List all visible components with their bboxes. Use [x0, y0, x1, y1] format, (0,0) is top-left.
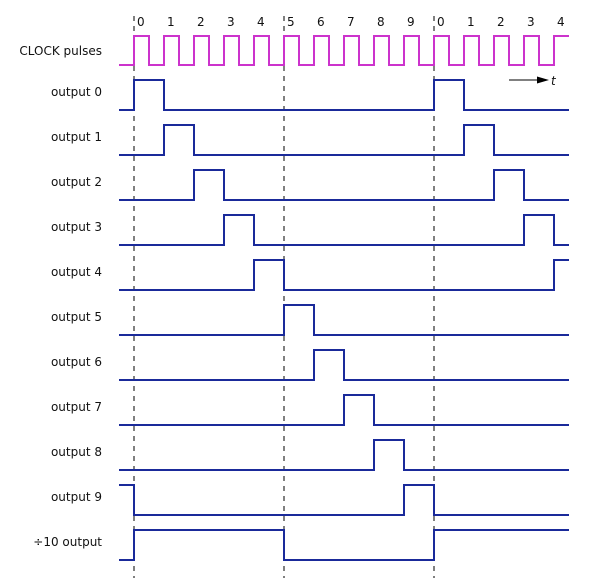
output-waveform [119, 529, 569, 561]
output-waveform [119, 349, 569, 381]
clock-count-label: 1 [167, 15, 175, 29]
signal-label: output 2 [51, 175, 102, 189]
clock-count-label: 9 [407, 15, 415, 29]
signal-label: CLOCK pulses [19, 44, 102, 58]
signal-label: output 1 [51, 130, 102, 144]
time-axis-label: t [551, 74, 557, 88]
clock-count-label: 7 [347, 15, 355, 29]
clock-count-label: 3 [227, 15, 235, 29]
output-waveform [119, 259, 569, 291]
clock-count-label: 0 [137, 15, 145, 29]
output-waveform [119, 394, 569, 426]
signal-label: ÷10 output [33, 535, 102, 549]
clock-count-label: 4 [257, 15, 265, 29]
signal-label: output 8 [51, 445, 102, 459]
output-waveform [119, 439, 569, 471]
time-arrow-head-icon [537, 76, 549, 84]
clock-waveform [119, 35, 569, 66]
signal-label: output 5 [51, 310, 102, 324]
signal-label: output 3 [51, 220, 102, 234]
signal-label: output 9 [51, 490, 102, 504]
signal-label: output 0 [51, 85, 102, 99]
clock-count-label: 1 [467, 15, 475, 29]
clock-count-label: 6 [317, 15, 325, 29]
clock-count-label: 4 [557, 15, 565, 29]
clock-count-label: 3 [527, 15, 535, 29]
clock-count-label: 0 [437, 15, 445, 29]
output-waveform [119, 124, 569, 156]
clock-count-label: 5 [287, 15, 295, 29]
signal-label: output 6 [51, 355, 102, 369]
output-waveform [119, 214, 569, 246]
output-waveform [119, 169, 569, 201]
clock-count-label: 2 [497, 15, 505, 29]
signal-label: output 4 [51, 265, 102, 279]
output-waveform [119, 79, 569, 111]
clock-count-label: 8 [377, 15, 385, 29]
signal-label: output 7 [51, 400, 102, 414]
output-waveform [119, 304, 569, 336]
output-waveform [119, 484, 569, 516]
clock-count-label: 2 [197, 15, 205, 29]
